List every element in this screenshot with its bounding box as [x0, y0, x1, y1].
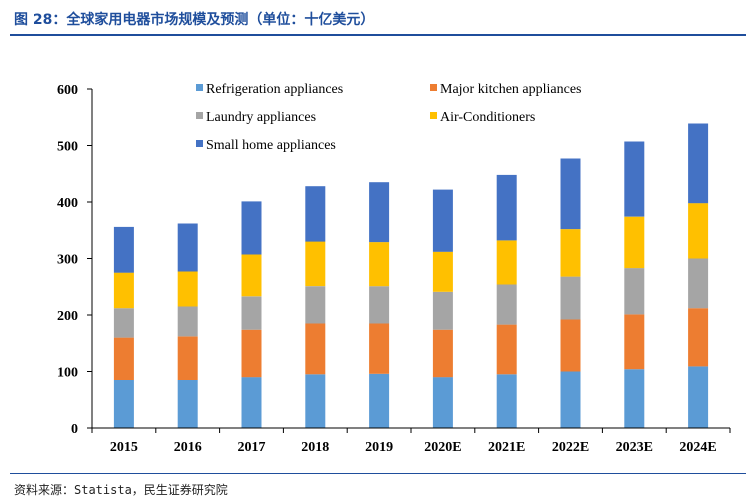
y-tick-label-1: 100	[57, 366, 78, 381]
bar-segment-2-3	[305, 286, 326, 324]
x-tick-label-6: 2021E	[488, 440, 525, 455]
bar-segment-2-5	[432, 291, 453, 330]
x-tick-label-9: 2024E	[679, 440, 716, 455]
x-tick-label-2: 2017	[238, 440, 266, 455]
x-tick-label-1: 2016	[174, 440, 202, 455]
bar-segment-0-0	[113, 380, 134, 428]
bar-segment-3-7	[560, 229, 581, 277]
x-tick-label-4: 2019	[365, 440, 393, 455]
legend-label-2: Laundry appliances	[206, 110, 316, 125]
y-tick-label-5: 500	[57, 140, 78, 155]
bar-segment-0-3	[305, 374, 326, 428]
bar-segment-3-4	[369, 242, 390, 287]
bar-segment-4-0	[113, 226, 134, 273]
bar-segment-1-7	[560, 319, 581, 372]
legend-label-3: Air-Conditioners	[440, 110, 535, 125]
legend-label-0: Refrigeration appliances	[206, 82, 343, 97]
bar-segment-0-2	[241, 377, 262, 428]
bar-segment-0-6	[496, 374, 517, 428]
y-tick-label-4: 400	[57, 196, 78, 211]
axes: 0 100 200 300 400 500 600 2015 2016 2017 2018 2019 2…	[57, 83, 731, 455]
bar-segment-3-5	[432, 251, 453, 292]
bottom-rule	[10, 473, 746, 474]
bar-segment-1-0	[113, 337, 134, 380]
bar-segment-2-0	[113, 308, 134, 338]
bar-segment-1-6	[496, 324, 517, 375]
legend-swatch-4	[196, 140, 203, 147]
bar-segment-4-9	[688, 123, 709, 204]
legend-swatch-0	[196, 84, 203, 91]
bar-segment-3-8	[624, 216, 645, 269]
bar-segment-3-0	[113, 272, 134, 309]
bar-segment-0-1	[177, 380, 198, 428]
bar-segment-4-6	[496, 174, 517, 241]
legend-swatch-3	[430, 112, 437, 119]
x-tick-label-3: 2018	[301, 440, 329, 455]
bar-segment-4-8	[624, 141, 645, 217]
bar-segment-1-3	[305, 323, 326, 375]
y-tick-label-6: 600	[57, 83, 78, 98]
x-tick-label-7: 2022E	[552, 440, 589, 455]
title-rule	[10, 34, 746, 36]
bar-segment-0-5	[432, 377, 453, 428]
x-tick-label-8: 2023E	[616, 440, 653, 455]
bar-segment-4-1	[177, 223, 198, 272]
bar-segment-2-9	[688, 258, 709, 309]
bar-segment-2-1	[177, 306, 198, 337]
bar-segment-1-9	[688, 308, 709, 367]
bar-segment-2-6	[496, 284, 517, 325]
bar-segment-0-7	[560, 371, 581, 428]
bar-segment-3-2	[241, 254, 262, 297]
bar-segment-4-4	[369, 182, 390, 243]
legend-label-4: Small home appliances	[206, 138, 336, 153]
bar-segment-4-3	[305, 186, 326, 242]
y-tick-label-3: 300	[57, 253, 78, 268]
y-tick-label-0: 0	[71, 422, 78, 437]
bar-segment-0-8	[624, 369, 645, 428]
bar-segment-3-1	[177, 271, 198, 307]
bar-segment-3-3	[305, 241, 326, 287]
x-tick-label-0: 2015	[110, 440, 138, 455]
bar-segment-2-8	[624, 268, 645, 315]
legend-swatch-1	[430, 84, 437, 91]
bar-segment-3-6	[496, 240, 517, 285]
bar-segment-1-8	[624, 314, 645, 370]
bars	[113, 123, 709, 428]
source-note: 资料来源：Statista，民生证券研究院	[14, 483, 228, 497]
x-tick-label-5: 2020E	[424, 440, 461, 455]
bar-segment-2-2	[241, 296, 262, 330]
bar-segment-1-1	[177, 336, 198, 380]
legend: Refrigeration appliances Major kitchen ap…	[196, 82, 582, 153]
bar-segment-1-4	[369, 323, 390, 374]
bar-segment-4-2	[241, 201, 262, 255]
bar-segment-2-4	[369, 286, 390, 324]
figure-title: 图 28：全球家用电器市场规模及预测（单位：十亿美元）	[14, 12, 375, 28]
bar-segment-4-7	[560, 158, 581, 230]
bar-segment-1-5	[432, 329, 453, 378]
bar-segment-3-9	[688, 203, 709, 259]
bar-segment-1-2	[241, 329, 262, 378]
bar-segment-2-7	[560, 276, 581, 320]
bar-segment-4-5	[432, 189, 453, 252]
legend-label-1: Major kitchen appliances	[440, 82, 582, 97]
legend-swatch-2	[196, 112, 203, 119]
bar-segment-0-9	[688, 366, 709, 428]
y-tick-label-2: 200	[57, 309, 78, 324]
bar-segment-0-4	[369, 373, 390, 428]
